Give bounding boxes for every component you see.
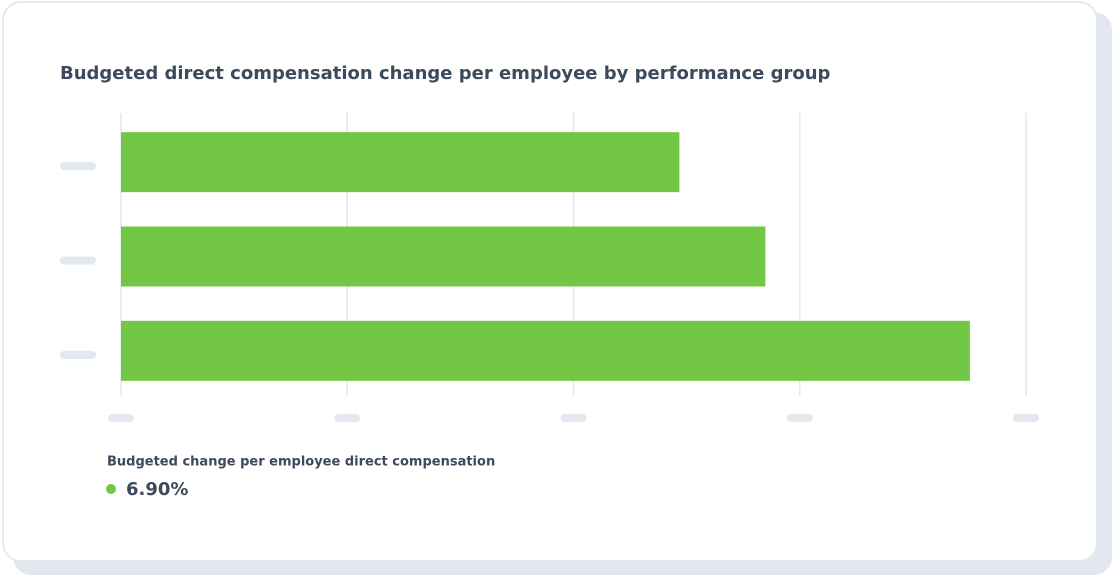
bar — [121, 226, 766, 287]
legend-label: Budgeted change per employee direct comp… — [107, 455, 495, 470]
x-tick-placeholder — [560, 414, 587, 422]
legend-dot — [106, 484, 116, 494]
bar — [121, 132, 680, 193]
y-tick-placeholder — [60, 350, 96, 359]
x-tick-placeholder — [108, 414, 134, 422]
legend-value: 6.90% — [126, 479, 188, 500]
bar — [121, 320, 970, 381]
x-tick-placeholder — [1013, 414, 1039, 422]
x-tick-placeholder — [786, 414, 813, 422]
y-tick-placeholder — [60, 256, 96, 265]
x-tick-placeholder — [334, 414, 361, 422]
chart-title: Budgeted direct compensation change per … — [60, 63, 831, 84]
y-tick-placeholder — [60, 162, 96, 171]
